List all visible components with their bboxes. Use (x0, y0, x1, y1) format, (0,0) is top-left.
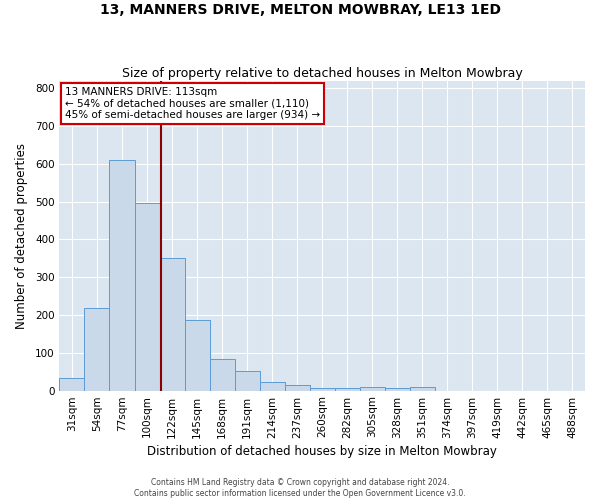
Bar (310, 388, 335, 390)
Bar (59, 378, 85, 390)
Title: Size of property relative to detached houses in Melton Mowbray: Size of property relative to detached ho… (122, 66, 523, 80)
Text: 13 MANNERS DRIVE: 113sqm
← 54% of detached houses are smaller (1,110)
45% of sem: 13 MANNERS DRIVE: 113sqm ← 54% of detach… (65, 87, 320, 120)
Bar (335, 388, 360, 390)
X-axis label: Distribution of detached houses by size in Melton Mowbray: Distribution of detached houses by size … (147, 444, 497, 458)
Bar (385, 388, 410, 390)
Bar (85, 308, 109, 390)
Bar (235, 370, 260, 390)
Text: 13, MANNERS DRIVE, MELTON MOWBRAY, LE13 1ED: 13, MANNERS DRIVE, MELTON MOWBRAY, LE13 … (100, 2, 500, 16)
Bar (260, 382, 284, 390)
Bar (134, 202, 160, 390)
Bar (209, 359, 235, 390)
Bar (160, 258, 185, 390)
Bar (360, 387, 385, 390)
Bar (109, 160, 134, 390)
Text: Contains HM Land Registry data © Crown copyright and database right 2024.
Contai: Contains HM Land Registry data © Crown c… (134, 478, 466, 498)
Bar (410, 387, 435, 390)
Bar (185, 320, 209, 390)
Y-axis label: Number of detached properties: Number of detached properties (15, 142, 28, 328)
Bar (284, 386, 310, 390)
